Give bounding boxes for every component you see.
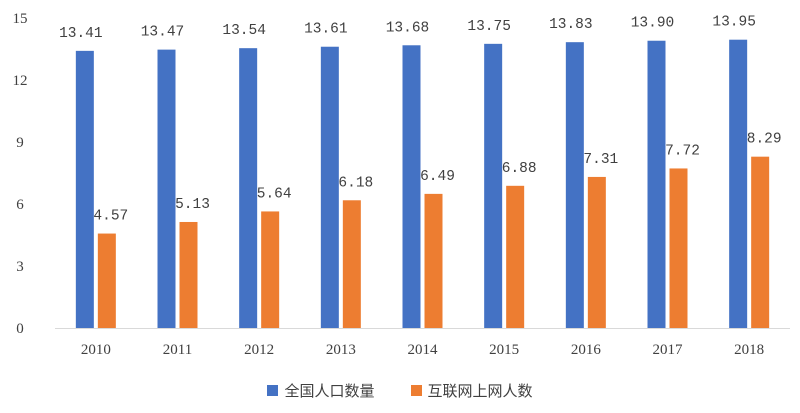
data-label-population: 13.90 <box>631 16 675 32</box>
data-label-population: 13.83 <box>549 17 593 33</box>
data-label-internet-users: 6.18 <box>338 175 373 191</box>
bar-population <box>320 46 339 329</box>
data-label-population: 13.47 <box>141 25 185 41</box>
bar-population <box>157 49 176 329</box>
x-tick-label: 2018 <box>734 342 764 358</box>
bar-internet-users <box>669 168 688 328</box>
y-tick-label: 15 <box>13 11 28 27</box>
data-label-population: 13.61 <box>304 22 348 38</box>
y-tick-label: 0 <box>16 321 24 337</box>
data-label-internet-users: 6.49 <box>420 169 455 185</box>
data-label-internet-users: 7.31 <box>583 152 618 168</box>
y-tick-label: 6 <box>16 197 24 213</box>
bar-population <box>729 39 748 328</box>
data-labels: 13.41 4.57 13.47 5.13 13.54 5.64 13.61 6.18 13.6… <box>59 15 781 225</box>
bar-internet-users <box>506 185 525 328</box>
data-label-population: 13.95 <box>712 15 756 31</box>
bar-internet-users <box>97 233 116 328</box>
x-tick-label: 2011 <box>163 342 192 358</box>
y-axis: 0 3 6 9 12 15 <box>13 11 28 337</box>
x-tick-label: 2015 <box>489 342 519 358</box>
legend-swatch-internet-users <box>410 385 422 396</box>
data-label-internet-users: 7.72 <box>665 143 700 159</box>
bar-internet-users <box>587 176 606 328</box>
bar-population <box>239 48 258 328</box>
bar-population <box>75 50 94 329</box>
bar-internet-users <box>751 156 770 328</box>
legend: 全国人口数量 互联网上网人数 <box>0 380 800 401</box>
legend-label-population: 全国人口数量 <box>284 382 375 400</box>
data-label-population: 13.68 <box>386 20 430 36</box>
data-label-internet-users: 5.13 <box>175 197 210 213</box>
data-label-internet-users: 8.29 <box>747 132 782 148</box>
x-tick-label: 2012 <box>244 342 274 358</box>
bar-population <box>402 45 421 328</box>
legend-item-internet-users: 互联网上网人数 <box>410 380 533 401</box>
bar-internet-users <box>424 193 443 328</box>
bar-internet-users <box>342 200 361 328</box>
x-tick-label: 2014 <box>408 342 439 358</box>
bar-population <box>647 40 666 328</box>
bar-internet-users <box>261 211 280 328</box>
legend-label-internet-users: 互联网上网人数 <box>427 382 533 400</box>
data-label-internet-users: 5.64 <box>257 186 292 202</box>
bar-population <box>484 43 503 328</box>
x-tick-label: 2016 <box>571 342 602 358</box>
bars <box>75 39 770 329</box>
x-tick-label: 2010 <box>81 342 111 358</box>
data-label-population: 13.54 <box>222 23 266 39</box>
x-tick-label: 2017 <box>653 342 684 358</box>
x-tick-label: 2013 <box>326 342 356 358</box>
y-tick-label: 3 <box>16 259 24 275</box>
data-label-population: 13.41 <box>59 26 103 42</box>
legend-swatch-population <box>267 385 279 396</box>
data-label-internet-users: 6.88 <box>502 161 537 177</box>
y-tick-label: 9 <box>16 135 24 151</box>
y-tick-label: 12 <box>13 73 28 89</box>
bar-internet-users <box>179 221 198 328</box>
data-label-population: 13.75 <box>467 19 511 35</box>
data-label-internet-users: 4.57 <box>93 209 128 225</box>
legend-item-population: 全国人口数量 <box>267 380 375 401</box>
bar-population <box>565 42 584 329</box>
x-axis: 2010 2011 2012 2013 2014 2015 2016 2017 2018 <box>55 328 790 358</box>
